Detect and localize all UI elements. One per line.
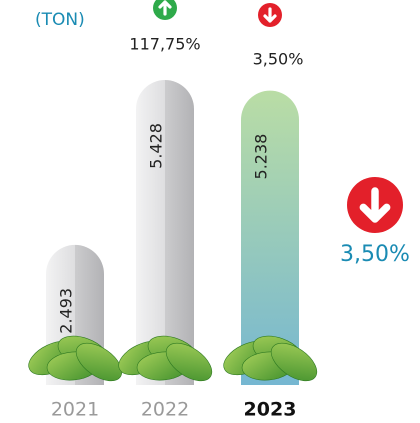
x-tick-label: 2023 — [244, 399, 297, 421]
value-label: 2.493 — [57, 288, 76, 334]
value-label: 5.428 — [147, 123, 166, 169]
change-label: 117,75% — [129, 35, 200, 54]
unit-label: (TON) — [35, 10, 85, 30]
chart: (TON) 2.493 2021 5.428 2022 117,75% 5.238 2023… — [0, 0, 420, 423]
summary-label: 3,50% — [340, 242, 410, 267]
value-label: 5.238 — [252, 134, 271, 180]
change-label: 3,50% — [253, 50, 304, 69]
x-tick-label: 2022 — [141, 399, 189, 421]
x-tick-label: 2021 — [51, 399, 99, 421]
